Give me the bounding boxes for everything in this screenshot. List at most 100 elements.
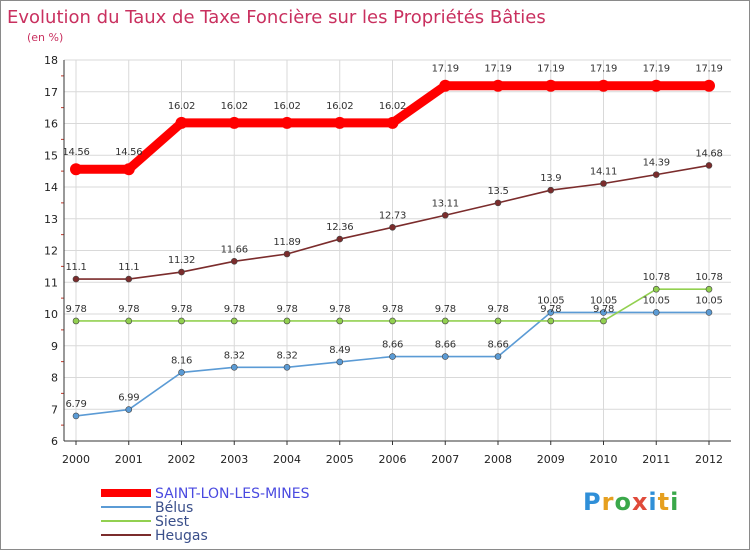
point-saint-lon-les-mines — [597, 79, 610, 92]
data-label-saint-lon-les-mines: 17.19 — [695, 64, 722, 75]
point-saint-lon-les-mines — [439, 79, 452, 92]
point-siest — [441, 317, 449, 325]
data-label-siest: 9.78 — [65, 304, 86, 315]
data-label-heugas: 12.73 — [379, 210, 406, 221]
point-b-lus — [178, 369, 185, 376]
x-tick-label: 2010 — [590, 453, 618, 466]
brand-letter: r — [601, 488, 615, 516]
data-label-b-lus: 8.32 — [224, 350, 245, 361]
series-layer — [70, 79, 715, 420]
data-label-siest: 9.78 — [171, 304, 192, 315]
point-heugas — [336, 235, 344, 243]
data-label-heugas: 11.32 — [168, 255, 195, 266]
point-b-lus — [72, 412, 80, 420]
point-siest — [389, 317, 396, 325]
data-label-b-lus: 10.05 — [695, 295, 722, 306]
data-label-b-lus: 8.66 — [382, 340, 403, 351]
legend-label-b-lus: Bélus — [155, 500, 193, 516]
legend-label-siest: Siest — [155, 514, 190, 530]
brand-letter: x — [631, 488, 649, 516]
y-tick-label: 7 — [51, 403, 58, 416]
point-heugas — [547, 186, 555, 194]
point-siest — [600, 317, 607, 325]
x-tick-label: 2002 — [168, 453, 196, 466]
data-label-heugas: 11.66 — [221, 244, 248, 255]
point-saint-lon-les-mines — [650, 79, 663, 92]
point-saint-lon-les-mines — [281, 116, 293, 129]
data-label-b-lus: 8.66 — [487, 340, 508, 351]
y-tick-label: 15 — [44, 149, 58, 162]
point-siest — [494, 317, 502, 325]
data-label-heugas: 11.89 — [273, 237, 300, 248]
point-heugas — [441, 211, 449, 219]
point-siest — [652, 285, 660, 293]
x-tick-label: 2011 — [642, 453, 670, 466]
data-label-siest: 10.78 — [695, 272, 722, 283]
point-saint-lon-les-mines — [703, 79, 715, 92]
point-heugas — [230, 257, 238, 265]
data-label-b-lus: 8.66 — [435, 340, 456, 351]
data-label-siest: 9.78 — [540, 304, 561, 315]
data-label-heugas: 14.39 — [643, 158, 670, 169]
data-labels: 14.56 14.56 16.02 16.02 16.02 16.02 16.02 17.19… — [62, 64, 722, 410]
y-tick-label: 16 — [44, 118, 58, 131]
data-label-heugas: 14.68 — [695, 148, 722, 159]
y-tick-label: 12 — [44, 245, 58, 258]
point-siest — [547, 317, 555, 325]
x-tick-label: 2006 — [379, 453, 407, 466]
data-label-b-lus: 8.32 — [276, 350, 297, 361]
point-heugas — [72, 275, 80, 283]
y-tick-label: 14 — [44, 181, 58, 194]
y-tick-label: 8 — [51, 372, 58, 385]
data-label-siest: 9.78 — [276, 304, 297, 315]
data-label-heugas: 13.5 — [487, 186, 508, 197]
point-b-lus — [336, 358, 344, 366]
point-b-lus — [283, 364, 291, 371]
data-label-heugas: 12.36 — [326, 222, 353, 233]
x-tick-label: 2009 — [537, 453, 565, 466]
data-label-siest: 9.78 — [382, 304, 403, 315]
data-label-heugas: 13.9 — [540, 173, 561, 184]
data-label-siest: 9.78 — [329, 304, 350, 315]
axes: 6 7 8 9 10 11 12 13 14 15 16 17 18 2000 2001 2002 2003 20… — [44, 54, 731, 466]
data-label-b-lus: 8.16 — [171, 355, 192, 366]
point-siest — [336, 317, 344, 325]
point-heugas — [125, 275, 133, 283]
point-heugas — [705, 162, 713, 169]
point-saint-lon-les-mines — [544, 79, 557, 92]
point-b-lus — [230, 364, 238, 371]
chart-title: Evolution du Taux de Taxe Foncière sur l… — [7, 7, 546, 28]
point-heugas — [178, 268, 185, 276]
data-label-b-lus: 6.99 — [118, 393, 139, 404]
y-tick-label: 11 — [44, 276, 58, 289]
data-label-b-lus: 6.79 — [65, 399, 86, 410]
point-heugas — [494, 199, 502, 207]
data-label-saint-lon-les-mines: 17.19 — [484, 64, 511, 75]
chart-subtitle: (en %) — [27, 31, 63, 44]
data-label-heugas: 14.11 — [590, 167, 617, 178]
data-label-saint-lon-les-mines: 17.19 — [590, 64, 617, 75]
point-saint-lon-les-mines — [70, 163, 82, 176]
point-heugas — [283, 250, 291, 258]
point-siest — [72, 317, 80, 325]
brand-logo: Proxiti — [583, 488, 679, 516]
y-tick-label: 9 — [51, 340, 58, 353]
brand-letter: t — [657, 488, 671, 516]
data-label-saint-lon-les-mines: 14.56 — [62, 147, 89, 158]
y-tick-label: 18 — [44, 54, 58, 67]
x-tick-label: 2003 — [220, 453, 248, 466]
data-label-siest: 9.78 — [224, 304, 245, 315]
data-label-siest: 9.78 — [487, 304, 508, 315]
point-b-lus — [441, 353, 449, 360]
data-label-saint-lon-les-mines: 16.02 — [221, 101, 248, 112]
data-label-saint-lon-les-mines: 17.19 — [432, 64, 459, 75]
x-tick-label: 2004 — [273, 453, 301, 466]
x-tick-label: 2008 — [484, 453, 512, 466]
point-heugas — [389, 224, 396, 231]
point-b-lus — [652, 309, 660, 316]
point-saint-lon-les-mines — [386, 116, 399, 129]
point-heugas — [652, 171, 660, 178]
point-saint-lon-les-mines — [122, 163, 135, 176]
